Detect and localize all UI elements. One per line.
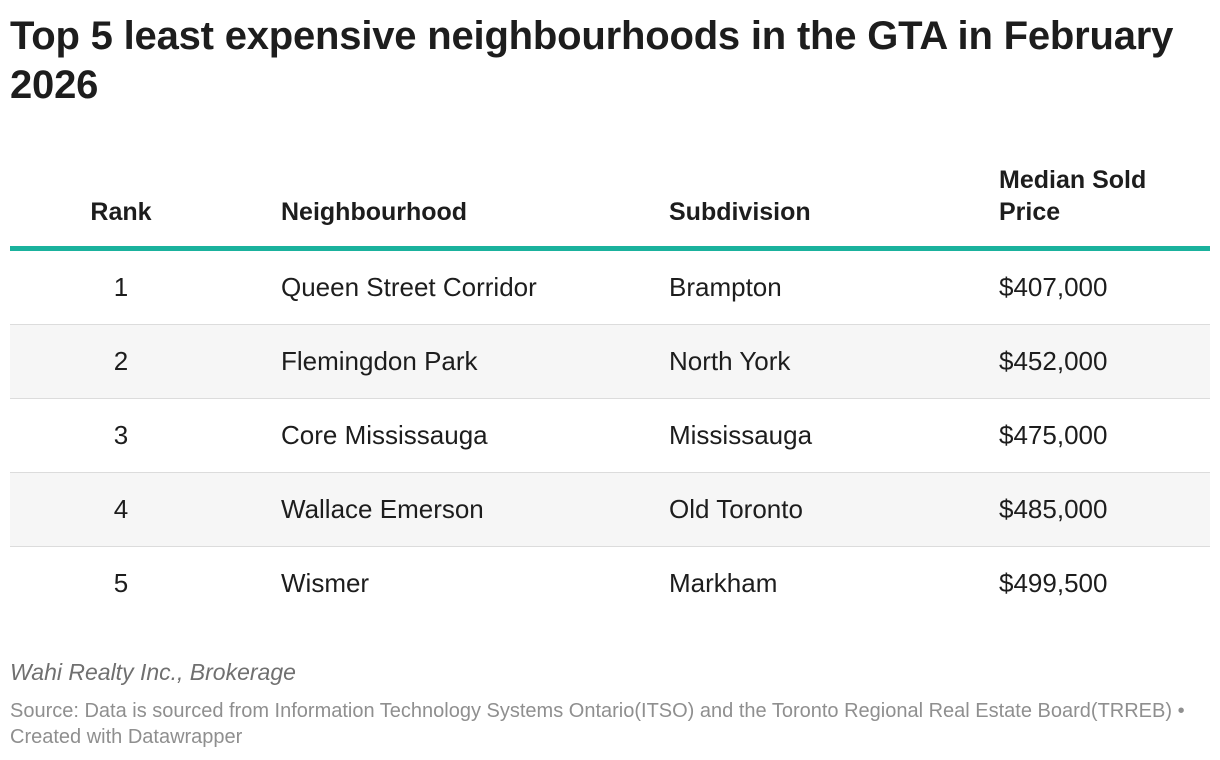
- cell-neighbourhood: Wismer: [281, 568, 370, 598]
- cell-rank: 5: [113, 568, 129, 598]
- header-neighbourhood[interactable]: Neighbourhood: [281, 198, 468, 226]
- table-header: Rank Neighbourhood Subdivision Median So…: [10, 160, 1210, 251]
- cell-neighbourhood: Queen Street Corridor: [281, 272, 537, 302]
- chart-title: Top 5 least expensive neighbourhoods in …: [10, 14, 1174, 107]
- cell-price: $499,500: [999, 568, 1108, 598]
- cell-subdivision: Old Toronto: [669, 494, 803, 524]
- cell-neighbourhood: Flemingdon Park: [281, 346, 478, 376]
- table-row: 4 Wallace Emerson Old Toronto $485,000: [10, 473, 1210, 547]
- table-row: 3 Core Mississauga Mississauga $475,000: [10, 399, 1210, 473]
- data-table: Rank Neighbourhood Subdivision Median So…: [10, 160, 1210, 620]
- cell-rank: 4: [113, 494, 129, 524]
- byline: Wahi Realty Inc., Brokerage: [10, 659, 296, 685]
- cell-neighbourhood: Wallace Emerson: [281, 494, 484, 524]
- table-row: 2 Flemingdon Park North York $452,000: [10, 325, 1210, 399]
- table-row: 1 Queen Street Corridor Brampton $407,00…: [10, 251, 1210, 325]
- source-note: Source: Data is sourced from Information…: [10, 700, 1185, 748]
- cell-price: $407,000: [999, 272, 1108, 302]
- table-row: 5 Wismer Markham $499,500: [10, 547, 1210, 620]
- cell-subdivision: North York: [669, 346, 791, 376]
- cell-price: $475,000: [999, 420, 1108, 450]
- cell-price: $452,000: [999, 346, 1108, 376]
- header-subdivision[interactable]: Subdivision: [669, 198, 811, 226]
- cell-subdivision: Mississauga: [669, 420, 813, 450]
- cell-subdivision: Brampton: [669, 272, 782, 302]
- cell-subdivision: Markham: [669, 568, 778, 598]
- cell-rank: 2: [113, 346, 129, 376]
- cell-rank: 3: [113, 420, 129, 450]
- cell-neighbourhood: Core Mississauga: [281, 420, 488, 450]
- header-rank[interactable]: Rank: [90, 198, 152, 226]
- cell-price: $485,000: [999, 494, 1108, 524]
- cell-rank: 1: [113, 272, 129, 302]
- header-median-sold-price[interactable]: Median Sold Price: [999, 166, 1147, 226]
